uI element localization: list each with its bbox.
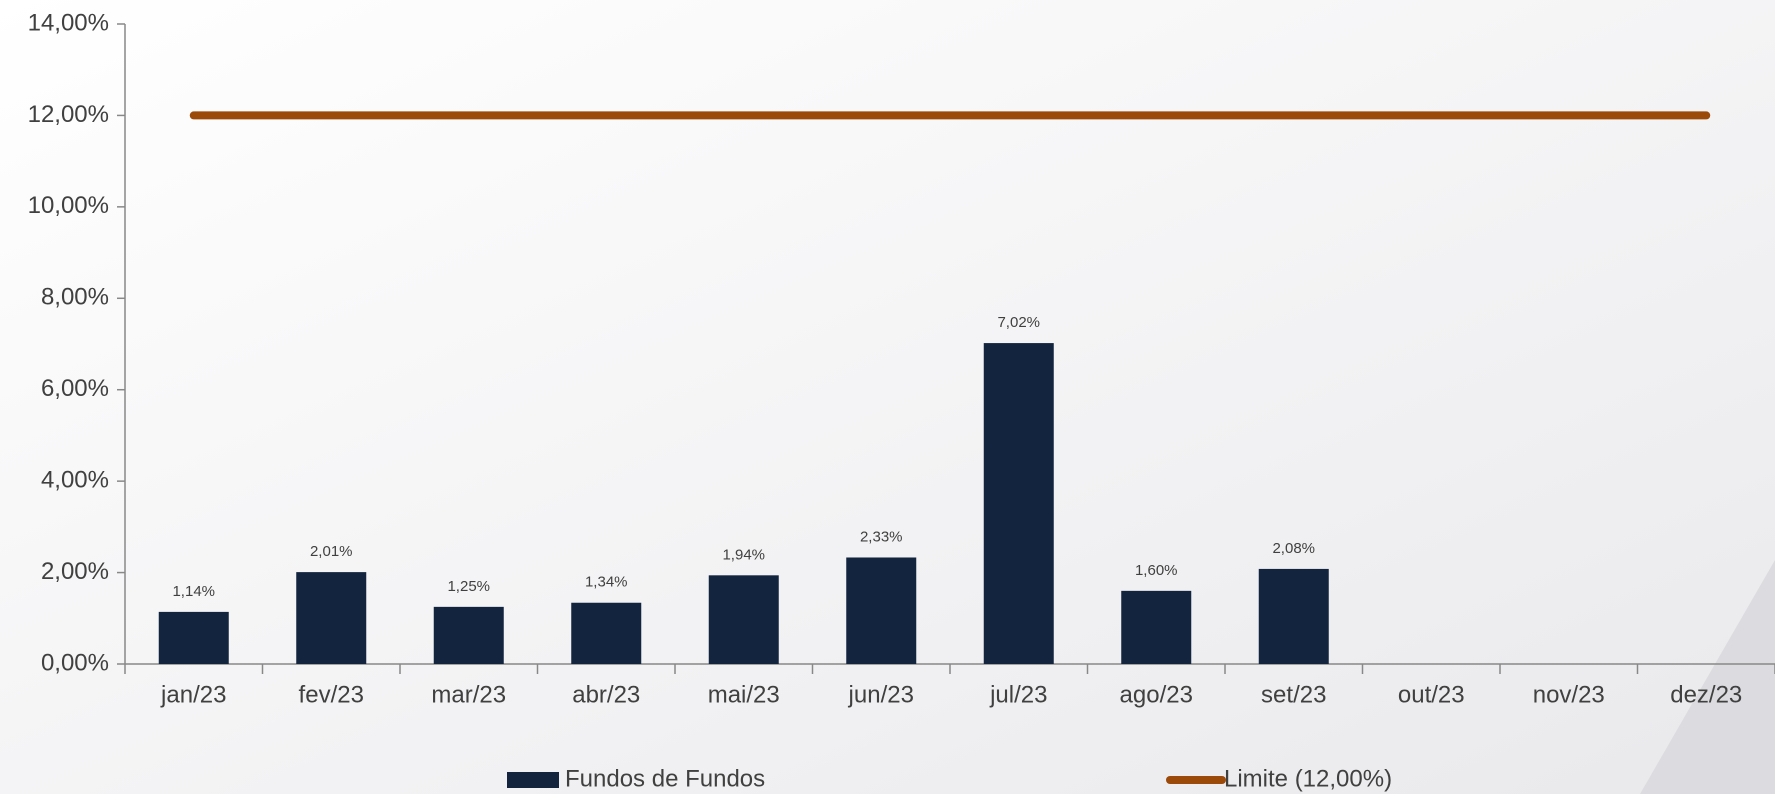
legend-label: Fundos de Fundos <box>565 765 765 792</box>
bar <box>708 575 779 664</box>
bar <box>1258 568 1329 664</box>
bar <box>433 606 504 664</box>
value-label: 2,08% <box>1272 540 1315 557</box>
legend-swatch <box>507 772 559 788</box>
y-tick-label: 14,00% <box>28 9 109 36</box>
x-tick-label: nov/23 <box>1533 681 1605 708</box>
value-label: 2,33% <box>860 528 903 545</box>
bar <box>1121 590 1192 664</box>
x-tick-label: set/23 <box>1261 681 1326 708</box>
legend-label: Limite (12,00%) <box>1224 765 1392 792</box>
value-label: 1,14% <box>172 583 215 600</box>
x-tick-label: dez/23 <box>1670 681 1742 708</box>
y-tick-label: 8,00% <box>41 284 109 311</box>
x-tick-label: mar/23 <box>431 681 506 708</box>
value-label: 1,25% <box>447 578 490 595</box>
x-tick-label: jul/23 <box>989 681 1047 708</box>
bar <box>846 557 917 664</box>
x-tick-label: fev/23 <box>299 681 364 708</box>
y-tick-label: 10,00% <box>28 192 109 219</box>
value-label: 2,01% <box>310 543 353 560</box>
y-tick-label: 12,00% <box>28 101 109 128</box>
x-tick-label: ago/23 <box>1120 681 1193 708</box>
x-tick-label: out/23 <box>1398 681 1465 708</box>
y-tick-label: 0,00% <box>41 649 109 676</box>
bar <box>296 572 367 664</box>
bar <box>571 602 642 664</box>
x-tick-label: mai/23 <box>708 681 780 708</box>
x-tick-label: jan/23 <box>160 681 226 708</box>
bar <box>158 611 229 664</box>
decor <box>1640 560 1775 794</box>
x-tick-label: abr/23 <box>572 681 640 708</box>
y-tick-label: 4,00% <box>41 466 109 493</box>
y-tick-label: 6,00% <box>41 375 109 402</box>
bar <box>983 343 1054 664</box>
value-label: 7,02% <box>997 314 1040 331</box>
value-label: 1,34% <box>585 574 628 591</box>
y-tick-label: 2,00% <box>41 558 109 585</box>
value-label: 1,94% <box>722 546 765 563</box>
value-label: 1,60% <box>1135 562 1178 579</box>
x-tick-label: jun/23 <box>848 681 914 708</box>
